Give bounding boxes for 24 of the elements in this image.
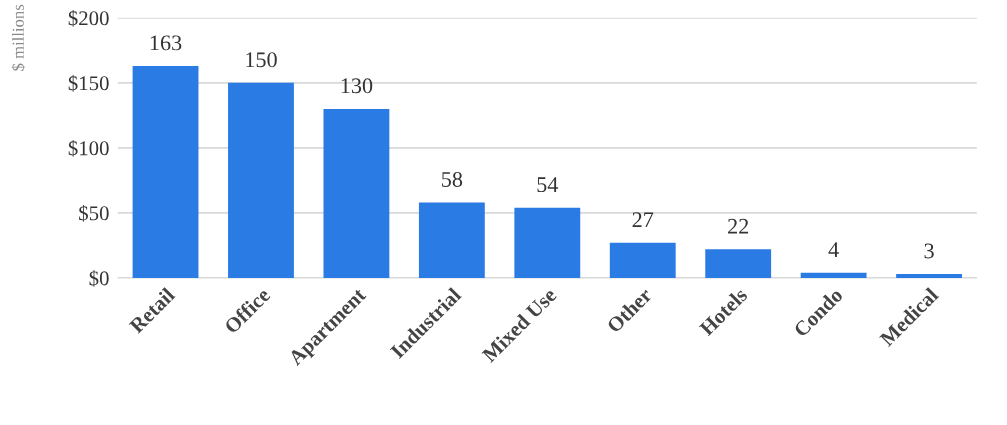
data-label: 4 [828, 242, 839, 257]
bar [228, 82, 294, 278]
data-label: 130 [341, 78, 373, 94]
data-label: 54 [537, 177, 559, 193]
bar [514, 207, 581, 278]
data-label: 150 [246, 52, 277, 68]
y-tick-label: $200 [68, 9, 109, 27]
data-label: 27 [632, 212, 654, 227]
y-tick-label: $150 [68, 75, 109, 92]
bar [323, 108, 390, 278]
data-label: 58 [442, 171, 463, 187]
bar [609, 242, 676, 278]
data-label: 163 [150, 35, 182, 51]
y-tick-label: $0 [89, 270, 109, 287]
bar [418, 202, 485, 278]
data-label: 22 [728, 218, 749, 234]
y-tick-label: $50 [79, 205, 109, 222]
bar [896, 274, 962, 278]
bar [132, 65, 199, 278]
bar [800, 272, 867, 278]
bar [705, 249, 772, 278]
y-axis-title: $ millions [11, 4, 25, 71]
y-tick-label: $100 [68, 140, 109, 157]
data-label: 3 [924, 243, 934, 259]
